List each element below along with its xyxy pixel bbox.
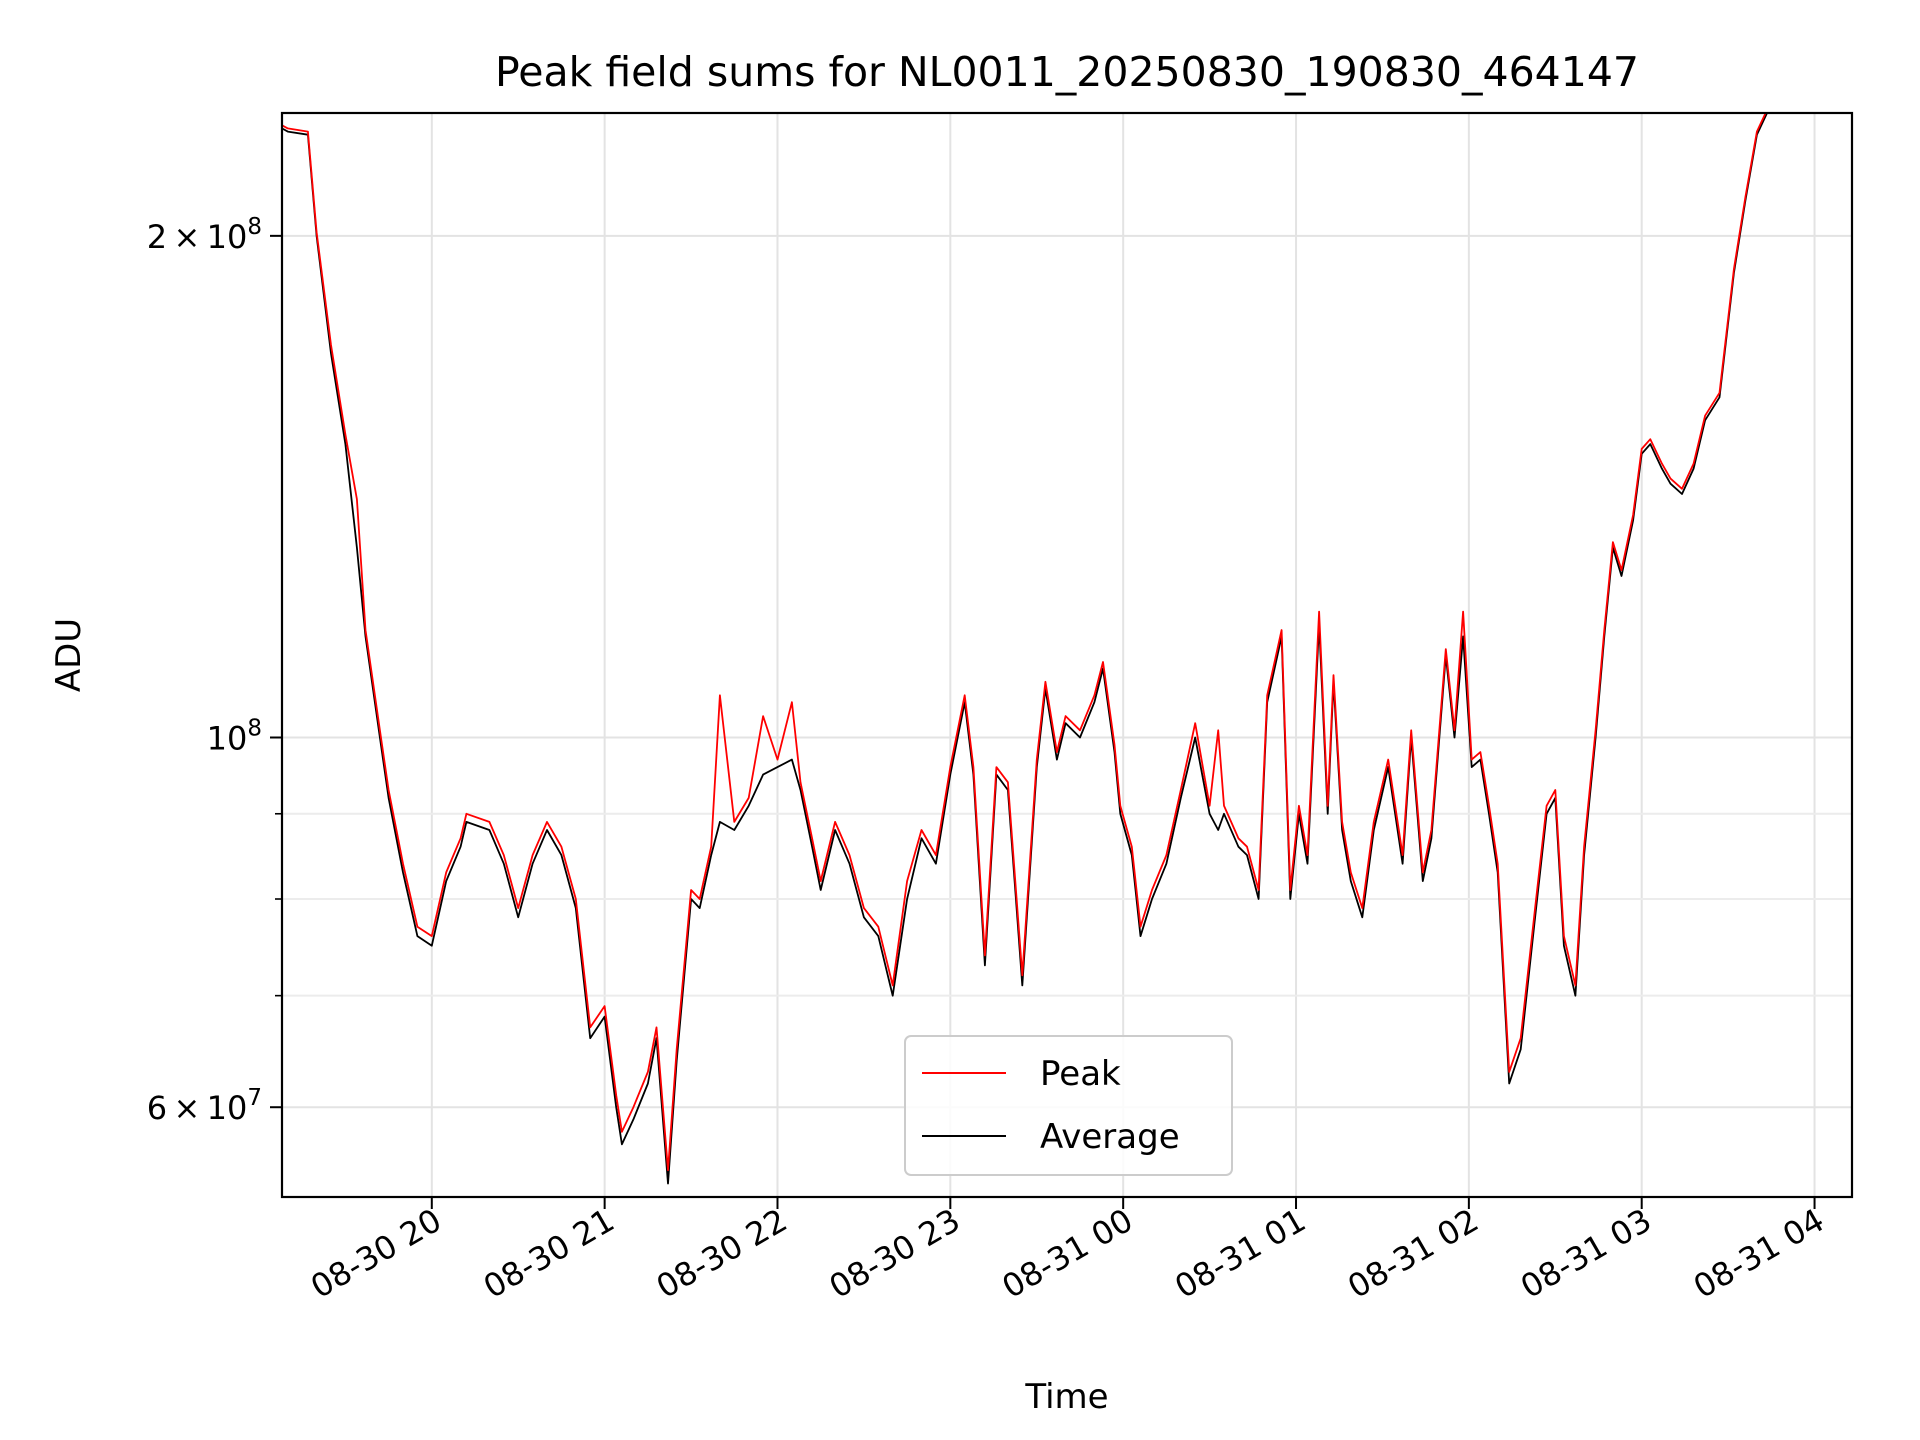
- legend-label-peak: Peak: [1040, 1054, 1121, 1094]
- y-axis-label: ADU: [49, 618, 89, 692]
- y-axis-ticks: 6 × 107 108 2 × 108: [147, 214, 282, 1127]
- y-tick-label: 108: [207, 716, 262, 758]
- series-line-peak: [282, 113, 1767, 1172]
- series-lines: [282, 113, 1769, 1185]
- plot-frame: [280, 111, 1854, 1199]
- x-axis-label: Time: [1024, 1377, 1108, 1417]
- x-gridlines: [430, 113, 1816, 1197]
- legend-box: [904, 1035, 1233, 1176]
- series-line-average: [282, 113, 1769, 1185]
- legend: Peak Average: [904, 1035, 1233, 1176]
- y-tick-label: 6 × 107: [147, 1085, 262, 1127]
- legend-label-average: Average: [1040, 1117, 1180, 1157]
- y-tick-label: 2 × 108: [147, 214, 262, 256]
- chart-title: Peak field sums for NL0011_20250830_1908…: [495, 48, 1639, 96]
